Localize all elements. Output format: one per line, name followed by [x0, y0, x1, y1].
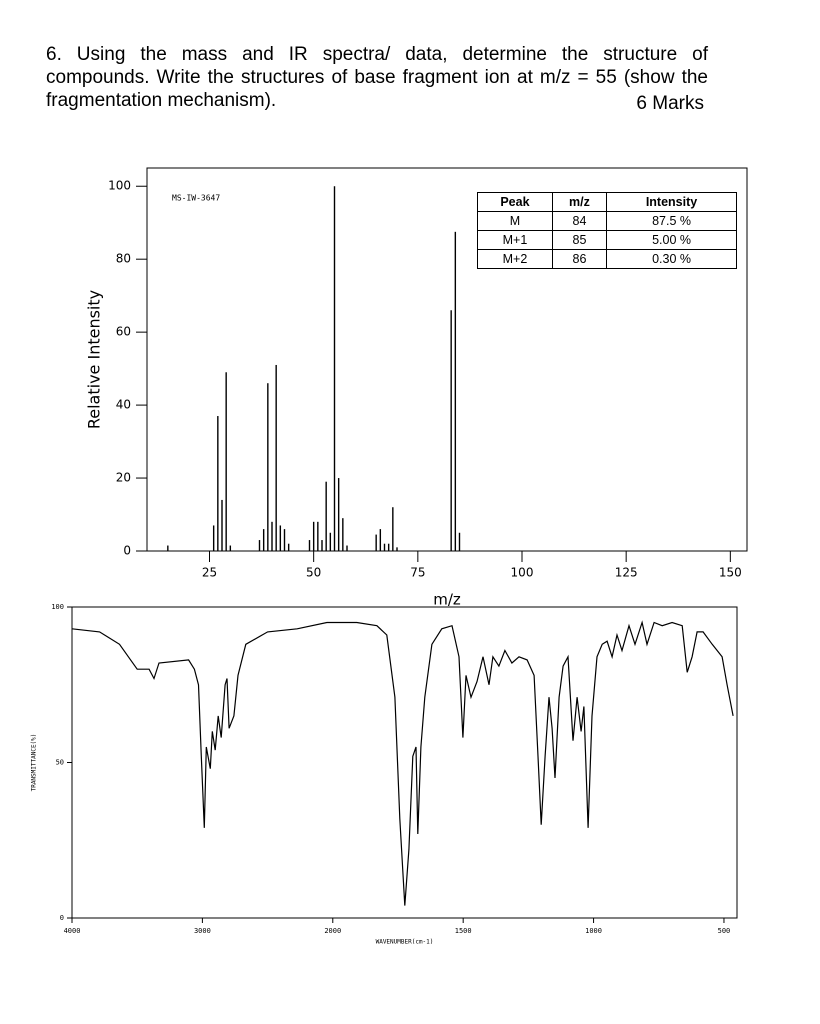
- peak: [317, 521, 319, 551]
- y-tick-label: 20: [116, 471, 131, 485]
- peak: [454, 231, 457, 552]
- x-tick-label: 125: [615, 566, 638, 580]
- peak: [217, 416, 219, 551]
- peak: [221, 499, 223, 551]
- peak: [379, 529, 382, 551]
- peak: [325, 481, 327, 551]
- table-cell: 86: [551, 249, 608, 269]
- y-tick-label: 40: [116, 398, 131, 412]
- x-tick-label: 25: [202, 566, 217, 580]
- spectrum-line: [71, 620, 734, 906]
- peak: [308, 540, 311, 551]
- table-header-cell: Peak: [477, 192, 553, 212]
- peak: [262, 529, 265, 551]
- peak: [258, 540, 261, 551]
- table-cell: M+1: [477, 230, 553, 250]
- table-header-cell: Intensity: [606, 192, 737, 212]
- table-cell: 87.5 %: [606, 211, 737, 231]
- table-cell: 5.00 %: [606, 230, 737, 250]
- x-tick-label: 100: [511, 566, 534, 580]
- peak: [312, 521, 315, 551]
- y-tick-label: 60: [116, 325, 131, 339]
- y-tick-label: 100: [108, 179, 131, 193]
- peak: [275, 364, 277, 551]
- peak: [383, 543, 386, 551]
- peak: [337, 478, 340, 551]
- table-row: M+2 86 0.30 %: [477, 249, 737, 269]
- plot-frame: [71, 606, 738, 919]
- table-row: M+1 85 5.00 %: [477, 230, 737, 250]
- x-axis-label: m/z: [433, 591, 461, 609]
- peak: [279, 525, 282, 551]
- x-tick-label: 50: [306, 566, 321, 580]
- y-tick-label: 50: [56, 759, 64, 767]
- peak: [229, 545, 232, 551]
- x-tick-label: 4000: [64, 927, 81, 935]
- peak: [212, 525, 215, 551]
- y-axis-label: TRANSMITTANCE(%): [31, 734, 38, 792]
- x-tick-label: 3000: [194, 927, 211, 935]
- x-tick-label: 1000: [585, 927, 602, 935]
- table-cell: 0.30 %: [606, 249, 737, 269]
- question-text: 6. Using the mass and IR spectra/ data, …: [46, 44, 708, 111]
- peak: [375, 534, 377, 551]
- peak: [333, 186, 336, 551]
- table-header-cell: m/z: [551, 192, 608, 212]
- table-row: M 84 87.5 %: [477, 211, 737, 231]
- y-tick-label: 0: [60, 914, 64, 922]
- peak: [396, 547, 398, 551]
- peak: [387, 543, 390, 551]
- x-tick-label: 500: [718, 927, 731, 935]
- table-cell: M+2: [477, 249, 553, 269]
- marks: 6 Marks: [636, 93, 704, 114]
- peak: [225, 372, 227, 551]
- y-tick-label: 80: [116, 252, 131, 266]
- table-cell: M: [477, 211, 553, 231]
- x-tick-label: 2000: [324, 927, 341, 935]
- peak: [342, 518, 344, 551]
- x-tick-label: 75: [410, 566, 425, 580]
- peak: [458, 532, 461, 551]
- y-axis-label: Relative Intensity: [85, 290, 104, 429]
- peak: [283, 529, 286, 551]
- table-cell: 84: [551, 211, 608, 231]
- table-cell: 85: [551, 230, 608, 250]
- x-tick-label: 150: [719, 566, 742, 580]
- plot-frame: [146, 167, 748, 552]
- isotope-table: Peak m/z Intensity M 84 87.5 % M+1 85 5.…: [477, 192, 737, 269]
- y-tick-label: 100: [51, 603, 64, 611]
- x-axis-label: WAVENUMBER(cm-1): [376, 939, 434, 946]
- peak: [392, 507, 394, 551]
- peak: [167, 545, 169, 551]
- peak: [287, 543, 290, 551]
- peak: [450, 310, 452, 551]
- peak: [321, 540, 323, 551]
- x-tick-label: 1500: [455, 927, 472, 935]
- annotation: MS-IW-3647: [172, 194, 220, 203]
- peak: [346, 545, 348, 551]
- peak: [267, 383, 269, 551]
- y-tick-label: 0: [123, 544, 131, 558]
- table-header: Peak m/z Intensity: [477, 192, 737, 212]
- peak: [329, 532, 332, 551]
- peak: [271, 521, 273, 551]
